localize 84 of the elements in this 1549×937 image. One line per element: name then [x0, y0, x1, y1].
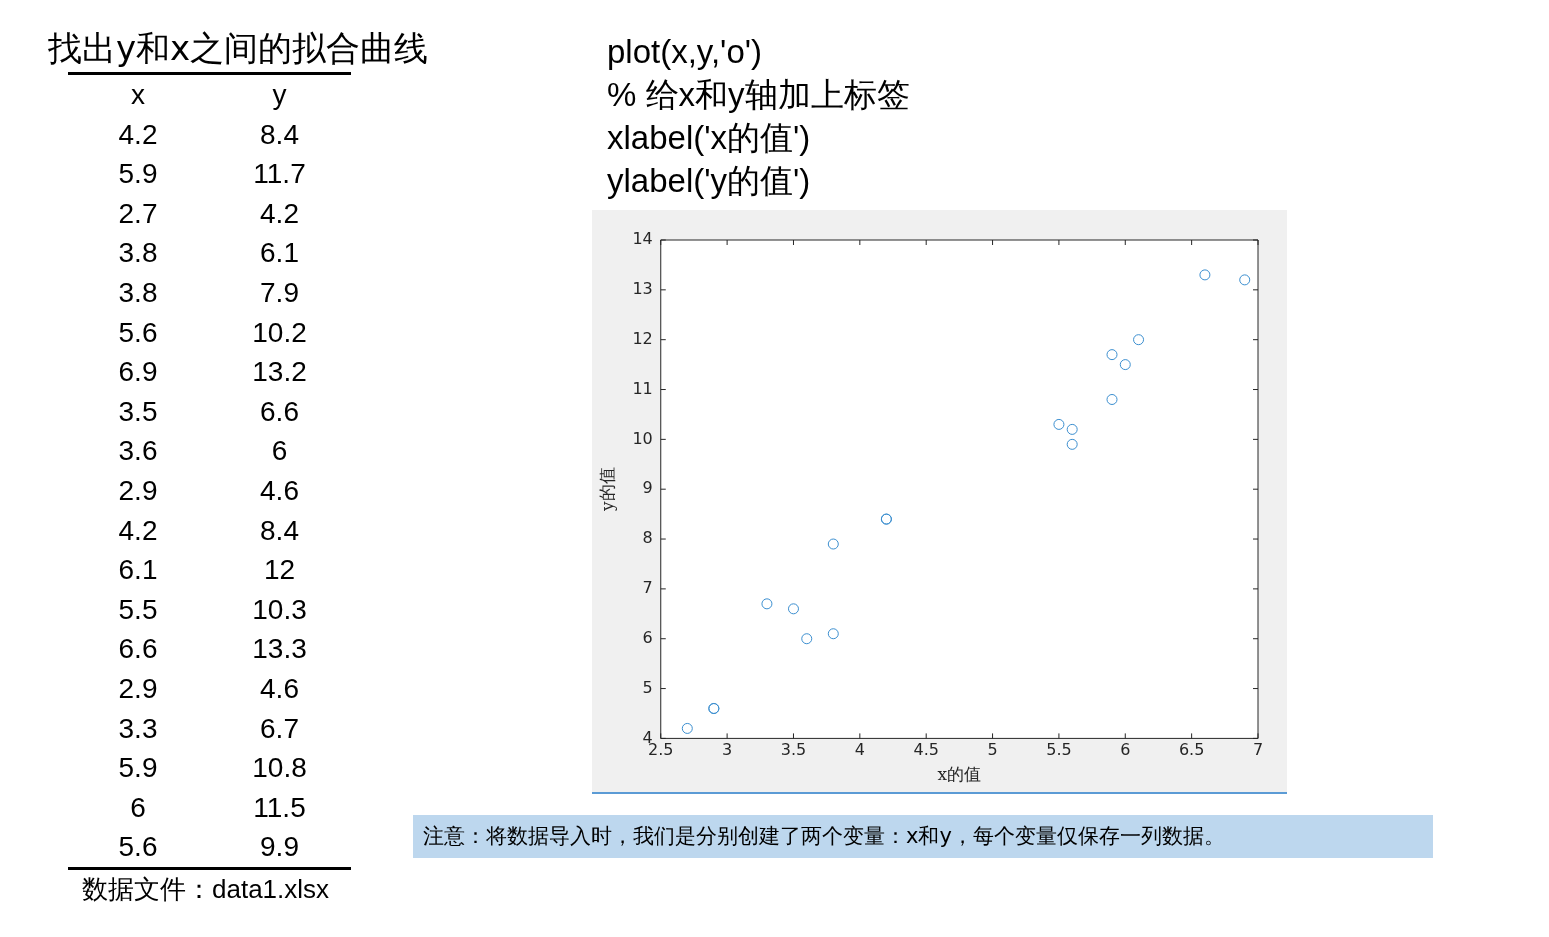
x-tick-label: 3 [722, 740, 733, 760]
x-axis-title: x的值 [937, 764, 982, 785]
text: 4.2 [259, 196, 300, 231]
text: 6 [129, 790, 147, 825]
point [827, 628, 839, 640]
text: 数据文件：data1.xlsx [82, 873, 330, 906]
text: 2.9 [117, 671, 159, 706]
text: 8.4 [259, 117, 300, 152]
x-tick-label: 5.5 [1046, 740, 1072, 760]
text: % 给x和y轴加上标签 [607, 75, 910, 115]
text: 5.9 [117, 157, 159, 192]
point [1106, 349, 1118, 361]
text: 3.8 [117, 236, 159, 271]
text: 5.5 [117, 592, 159, 627]
point [1199, 269, 1211, 281]
text: 5.9 [117, 751, 159, 786]
y-tick-label: 7 [642, 578, 653, 598]
text: y [271, 78, 288, 112]
text: 3.6 [117, 434, 159, 469]
text: 6.9 [117, 355, 159, 390]
point [787, 603, 799, 615]
text: 11.7 [252, 157, 307, 192]
text: 3.3 [117, 711, 159, 746]
y-axis-title: y的值 [596, 467, 617, 512]
text: 6 [270, 434, 289, 469]
point [827, 538, 839, 550]
point [1066, 423, 1078, 435]
text: 13.3 [251, 632, 308, 667]
y-tick-label: 14 [632, 229, 653, 249]
text: 5.6 [117, 315, 159, 350]
y-tick-label: 8 [642, 528, 653, 548]
y-tick-label: 11 [632, 378, 653, 398]
text: 4.6 [259, 473, 300, 508]
text: 2.9 [117, 473, 159, 508]
text: 13.2 [251, 355, 308, 390]
text: 6.7 [259, 711, 300, 746]
text: 3.8 [117, 275, 159, 310]
text: ylabel('y的值') [607, 161, 812, 201]
y-tick-label: 12 [632, 328, 653, 348]
point [1133, 334, 1145, 346]
text: 11.5 [252, 790, 307, 825]
text: 8.4 [259, 513, 300, 548]
y-tick-label: 13 [632, 279, 653, 298]
text: 6.6 [259, 394, 300, 429]
y-tick-label: 4 [642, 727, 653, 747]
text: xlabel('x的值') [607, 118, 812, 158]
x-tick-label: 6 [1120, 740, 1131, 760]
text: 注意：将数据导入时，我们是分别创建了两个变量：x和y，每个变量仅保存一列数据。 [413, 815, 1433, 858]
text: 4.2 [117, 513, 159, 548]
point [1119, 359, 1131, 371]
x-tick-label: 4 [854, 740, 865, 760]
text: 10.2 [251, 315, 308, 350]
x-tick-label: 5 [987, 740, 998, 760]
text: 6.6 [117, 632, 159, 667]
point [1066, 438, 1078, 450]
text: 4.2 [117, 117, 159, 152]
text: 10.3 [251, 592, 308, 627]
point [1053, 418, 1065, 430]
point [1106, 393, 1118, 405]
x-tick-label: 6.5 [1178, 740, 1205, 760]
text: 7.9 [259, 275, 300, 310]
text: plot(x,y,'o') [607, 32, 764, 72]
text: 6.1 [117, 553, 159, 588]
text: 2.7 [117, 196, 159, 231]
x-tick-label: 4.5 [913, 740, 939, 760]
point [761, 598, 773, 610]
text: 5.6 [117, 830, 159, 865]
y-tick-label: 6 [642, 627, 653, 647]
text: 找出y和x之间的拟合曲线 [48, 27, 429, 70]
point [801, 633, 813, 645]
text: 12 [262, 553, 297, 588]
y-tick-label: 9 [642, 478, 653, 498]
text: x [130, 78, 146, 112]
x-tick-label: 7 [1252, 740, 1264, 760]
text: 9.9 [259, 830, 300, 865]
y-tick-label: 5 [642, 677, 653, 697]
y-tick-label: 10 [632, 428, 653, 448]
text: 4.6 [259, 671, 300, 706]
text: 3.5 [117, 394, 159, 429]
text: 10.8 [251, 751, 308, 786]
point [1239, 274, 1251, 286]
point [681, 722, 693, 734]
text: 6.1 [259, 236, 300, 271]
x-tick-label: 3.5 [780, 740, 807, 760]
